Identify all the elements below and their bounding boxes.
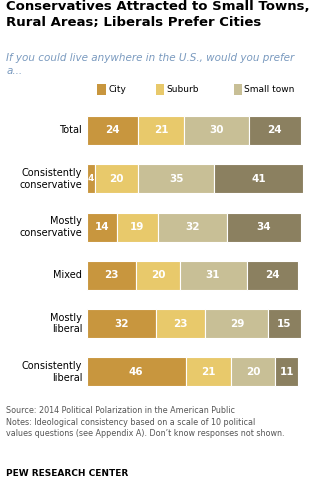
Text: Small town: Small town bbox=[244, 85, 295, 94]
Text: 31: 31 bbox=[206, 270, 220, 280]
Text: 32: 32 bbox=[114, 319, 128, 328]
Bar bbox=[205, 309, 268, 338]
Bar bbox=[136, 261, 180, 290]
Text: PEW RESEARCH CENTER: PEW RESEARCH CENTER bbox=[6, 469, 129, 478]
Bar bbox=[138, 164, 214, 193]
Bar bbox=[117, 213, 158, 242]
Text: 21: 21 bbox=[154, 126, 168, 135]
Bar bbox=[249, 116, 301, 145]
Text: 21: 21 bbox=[201, 367, 216, 377]
Text: 29: 29 bbox=[230, 319, 244, 328]
Bar bbox=[275, 357, 298, 386]
Text: City: City bbox=[108, 85, 126, 94]
Bar bbox=[87, 357, 186, 386]
Text: 19: 19 bbox=[130, 222, 145, 232]
Text: Mixed: Mixed bbox=[53, 270, 82, 280]
Text: 15: 15 bbox=[277, 319, 292, 328]
Bar bbox=[158, 213, 227, 242]
Text: 46: 46 bbox=[129, 367, 144, 377]
Bar bbox=[87, 261, 136, 290]
Text: Suburb: Suburb bbox=[167, 85, 199, 94]
Bar bbox=[180, 261, 247, 290]
Text: 41: 41 bbox=[251, 174, 266, 184]
Text: Consistently
conservative: Consistently conservative bbox=[19, 168, 82, 189]
Text: Total: Total bbox=[59, 126, 82, 135]
Bar bbox=[184, 116, 249, 145]
Bar bbox=[156, 309, 205, 338]
Text: 24: 24 bbox=[267, 126, 282, 135]
Bar bbox=[227, 213, 301, 242]
Text: Conservatives Attracted to Small Towns,
Rural Areas; Liberals Prefer Cities: Conservatives Attracted to Small Towns, … bbox=[6, 0, 309, 29]
Text: 11: 11 bbox=[279, 367, 294, 377]
Text: 30: 30 bbox=[209, 126, 223, 135]
Text: If you could live anywhere in the U.S., would you prefer
a...: If you could live anywhere in the U.S., … bbox=[6, 53, 294, 75]
Bar bbox=[186, 357, 231, 386]
Bar bbox=[97, 84, 106, 95]
Bar bbox=[87, 309, 156, 338]
Bar bbox=[87, 213, 117, 242]
Text: 35: 35 bbox=[169, 174, 184, 184]
Bar bbox=[234, 84, 242, 95]
Text: 14: 14 bbox=[94, 222, 109, 232]
Bar bbox=[231, 357, 275, 386]
Text: 24: 24 bbox=[105, 126, 120, 135]
Text: 23: 23 bbox=[104, 270, 119, 280]
Bar bbox=[87, 164, 95, 193]
Text: 20: 20 bbox=[246, 367, 260, 377]
Bar bbox=[268, 309, 301, 338]
Bar bbox=[138, 116, 184, 145]
Text: 4: 4 bbox=[88, 174, 94, 183]
Text: Consistently
liberal: Consistently liberal bbox=[22, 361, 82, 383]
Text: 23: 23 bbox=[173, 319, 188, 328]
Text: Source: 2014 Political Polarization in the American Public
Notes: Ideological co: Source: 2014 Political Polarization in t… bbox=[6, 406, 285, 438]
Text: 34: 34 bbox=[256, 222, 271, 232]
Text: 20: 20 bbox=[110, 174, 124, 184]
Bar bbox=[214, 164, 303, 193]
Text: 32: 32 bbox=[185, 222, 200, 232]
Bar bbox=[95, 164, 138, 193]
Bar bbox=[87, 116, 138, 145]
Text: Mostly
liberal: Mostly liberal bbox=[50, 313, 82, 334]
Bar bbox=[247, 261, 298, 290]
Text: 24: 24 bbox=[265, 270, 280, 280]
Bar bbox=[156, 84, 164, 95]
Text: Mostly
conservative: Mostly conservative bbox=[19, 216, 82, 238]
Text: 20: 20 bbox=[151, 270, 165, 280]
